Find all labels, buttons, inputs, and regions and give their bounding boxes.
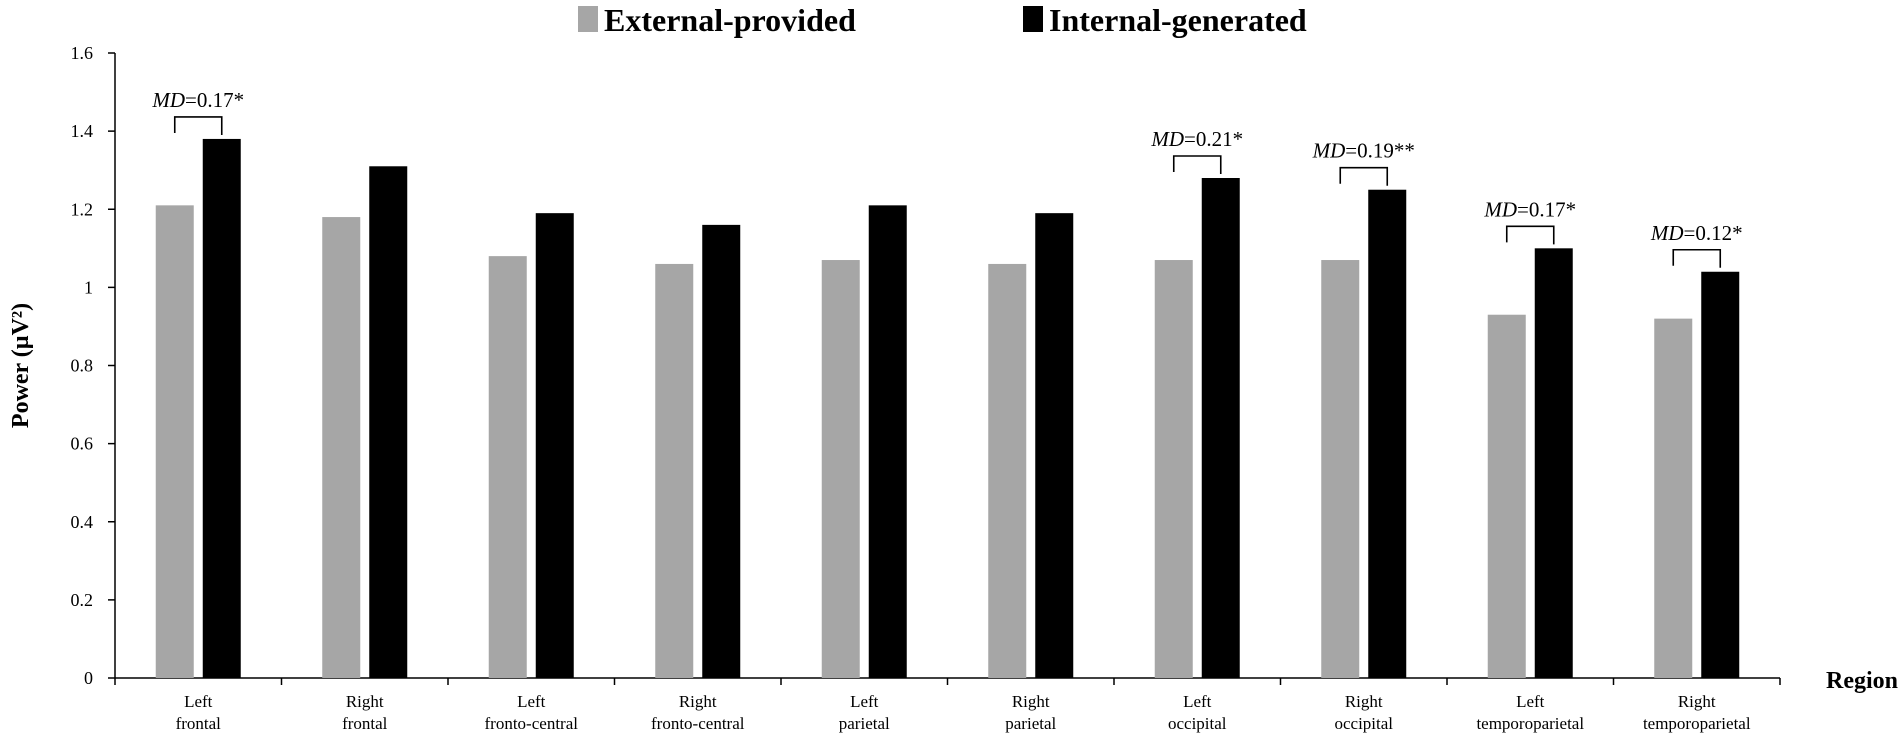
x-tick-label: occipital <box>1168 714 1227 733</box>
x-tick-label: Right <box>346 692 384 711</box>
y-tick-label: 1 <box>84 277 93 297</box>
x-tick-label: temporoparietal <box>1476 714 1584 733</box>
x-tick-label: temporoparietal <box>1643 714 1751 733</box>
legend-label-2: Internal-generated <box>1049 2 1307 38</box>
x-tick-label: Left <box>1183 692 1212 711</box>
x-tick-label: fronto-central <box>651 714 745 733</box>
x-tick-label: Right <box>1678 692 1716 711</box>
bar-internal-8 <box>1368 189 1407 678</box>
y-tick-label: 1.6 <box>71 43 94 63</box>
x-tick-label: Right <box>1012 692 1050 711</box>
y-axis-title: Power (µV²) <box>8 303 34 428</box>
y-tick-label: 1.4 <box>71 121 94 141</box>
significance-label-3: MD=0.19** <box>1312 139 1415 163</box>
x-tick-label: Left <box>1516 692 1545 711</box>
x-tick-label: Right <box>679 692 717 711</box>
x-axis-title: Region <box>1826 668 1898 694</box>
significance-bracket-5 <box>1672 248 1722 268</box>
bar-external-6 <box>988 263 1027 678</box>
bar-internal-1 <box>202 138 241 678</box>
x-tick-label: Left <box>517 692 546 711</box>
x-tick-label: frontal <box>342 714 388 733</box>
y-tick-label: 0.6 <box>71 434 94 454</box>
significance-label-4: MD=0.17* <box>1483 197 1576 221</box>
bar-internal-4 <box>702 224 741 678</box>
legend-swatch-2 <box>1023 6 1043 32</box>
legend-label-1: External-provided <box>604 2 856 38</box>
significance-label-5: MD=0.12* <box>1650 221 1743 245</box>
y-tick-label: 1.2 <box>71 199 94 219</box>
bar-internal-5 <box>868 205 907 678</box>
x-tick-label: fronto-central <box>485 714 579 733</box>
significance-label-2: MD=0.21* <box>1150 127 1243 151</box>
x-tick-label: Right <box>1345 692 1383 711</box>
x-tick-label: parietal <box>1005 714 1056 733</box>
x-tick-label: frontal <box>176 714 222 733</box>
bar-internal-9 <box>1534 248 1573 678</box>
significance-bracket-1 <box>173 116 223 135</box>
bar-external-4 <box>655 263 694 678</box>
x-tick-label: Left <box>184 692 213 711</box>
y-tick-label: 0.4 <box>71 512 94 532</box>
x-tick-label: Left <box>850 692 879 711</box>
y-tick-label: 0 <box>84 668 93 688</box>
bar-internal-3 <box>535 213 574 678</box>
significance-bracket-3 <box>1339 166 1389 186</box>
significance-bracket-4 <box>1505 225 1555 245</box>
bar-internal-10 <box>1701 271 1740 678</box>
significance-bracket-2 <box>1172 155 1222 174</box>
bar-external-5 <box>821 260 860 678</box>
bar-external-10 <box>1654 318 1693 678</box>
bar-external-7 <box>1154 260 1193 678</box>
bar-internal-7 <box>1201 178 1240 678</box>
bar-external-9 <box>1487 314 1526 678</box>
significance-label-1: MD=0.17* <box>151 88 244 112</box>
bar-internal-6 <box>1035 213 1074 678</box>
legend-swatch-1 <box>578 6 598 32</box>
x-tick-label: occipital <box>1334 714 1393 733</box>
bar-external-3 <box>488 256 527 678</box>
bar-internal-2 <box>369 166 408 678</box>
x-tick-label: parietal <box>839 714 890 733</box>
y-tick-label: 0.2 <box>71 590 94 610</box>
y-tick-label: 0.8 <box>71 356 94 376</box>
bar-external-2 <box>322 217 361 678</box>
bar-external-8 <box>1321 260 1360 678</box>
bar-external-1 <box>155 205 194 678</box>
